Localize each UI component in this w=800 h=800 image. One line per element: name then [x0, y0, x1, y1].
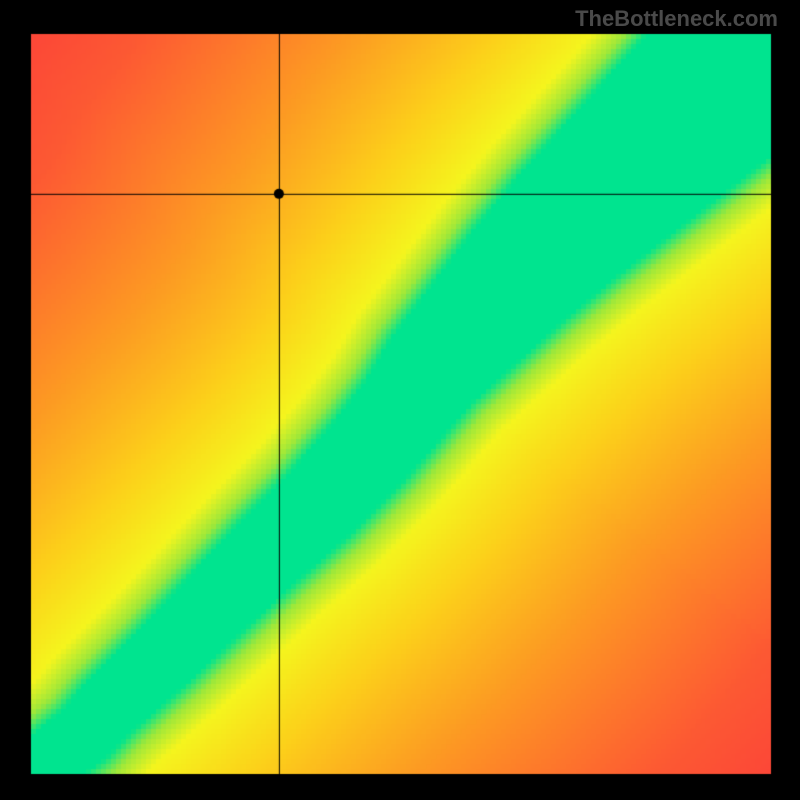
- chart-container: TheBottleneck.com: [0, 0, 800, 800]
- heatmap-plot: [0, 0, 800, 800]
- watermark-text: TheBottleneck.com: [575, 6, 778, 32]
